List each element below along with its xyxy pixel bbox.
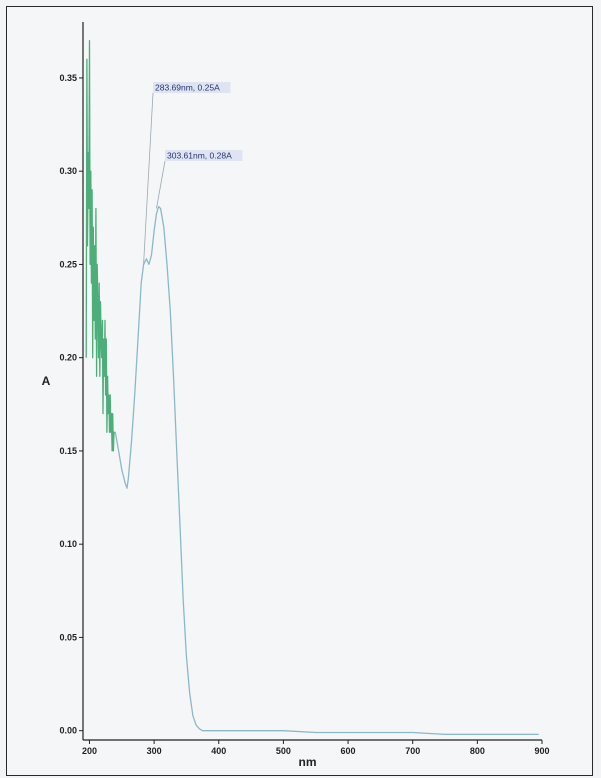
x-tick-label: 700	[405, 746, 420, 756]
annotation-leader	[156, 160, 166, 209]
y-tick-label: 0.10	[59, 539, 77, 549]
annotation-box	[153, 82, 231, 93]
x-tick-label: 500	[276, 746, 291, 756]
y-tick-label: 0.05	[59, 632, 77, 642]
y-tick-label: 0.35	[59, 73, 77, 83]
x-axis-title: nm	[299, 755, 317, 769]
y-tick-label: 0.25	[59, 259, 77, 269]
x-tick-label: 800	[470, 746, 485, 756]
x-tick-label: 300	[147, 746, 162, 756]
y-tick-label: 0.00	[59, 726, 77, 736]
x-tick-label: 200	[82, 746, 97, 756]
y-tick-label: 0.15	[59, 446, 77, 456]
spectrum-line-noisy	[85, 39, 116, 452]
x-tick-label: 600	[341, 746, 356, 756]
annotation-leader	[143, 92, 154, 265]
y-tick-label: 0.20	[59, 353, 77, 363]
annotation-label: 283.69nm, 0.25A	[155, 83, 220, 93]
annotation-box	[165, 150, 243, 161]
y-axis-title: A	[42, 374, 51, 388]
x-tick-label: 400	[211, 746, 226, 756]
annotation-label: 303.61nm, 0.28A	[167, 151, 232, 161]
x-tick-label: 900	[534, 746, 549, 756]
y-tick-label: 0.30	[59, 166, 77, 176]
spectrum-line-smooth	[114, 205, 539, 736]
